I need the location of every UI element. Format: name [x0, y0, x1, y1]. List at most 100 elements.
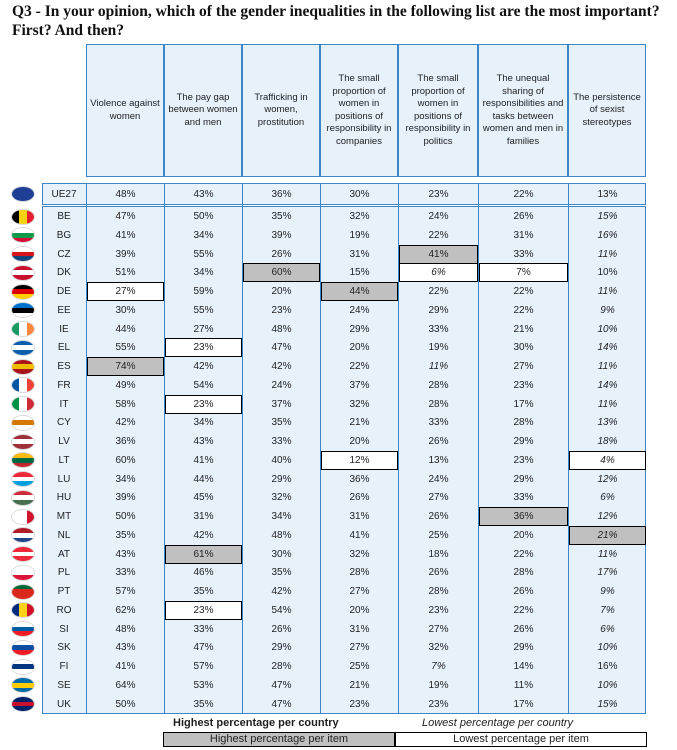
table-cell: 44%: [193, 473, 214, 485]
table-cell: 57%: [115, 586, 136, 597]
table-cell: 23%: [349, 698, 370, 710]
table-cell: 33%: [115, 567, 136, 579]
table-cell: 35%: [115, 529, 136, 541]
table-cell: 42%: [115, 417, 136, 429]
table-cell: 20%: [349, 604, 370, 616]
table-cell: 49%: [115, 379, 136, 391]
column-header-3: Trafficking in women, prostitution: [242, 44, 320, 177]
column-header-5: The small proportion of women in positio…: [398, 44, 478, 177]
table-cell: 27%: [428, 492, 449, 504]
flag-fr-icon: [12, 378, 34, 393]
table-cell: 41%: [193, 454, 214, 466]
table-cell: 22%: [349, 361, 370, 372]
country-code: LU: [57, 473, 71, 485]
table-cell: 17%: [513, 398, 534, 410]
table-cell: 33%: [428, 323, 449, 335]
flag-hu-icon: [12, 490, 34, 505]
table-cell: 25%: [349, 661, 370, 672]
table-cell: 35%: [271, 211, 292, 222]
table-cell: 11%: [597, 361, 618, 372]
table-cell: 39%: [271, 229, 292, 241]
table-cell: 7%: [600, 604, 615, 616]
table-cell: 41%: [115, 229, 136, 241]
table-cell: 30%: [349, 188, 370, 200]
table-cell: 22%: [428, 229, 449, 241]
table-cell: 6%: [399, 263, 478, 283]
column-divider: [164, 183, 165, 714]
flag-bg-icon: [12, 228, 34, 243]
table-cell: 50%: [115, 698, 136, 710]
table-cell: 55%: [115, 342, 136, 354]
flag-es-icon: [12, 359, 34, 374]
country-code: FI: [59, 661, 69, 672]
column-divider: [478, 183, 479, 714]
table-cell: 50%: [115, 511, 136, 522]
table-cell: 23%: [513, 379, 534, 391]
flag-ro-icon: [12, 603, 34, 618]
table-cell: 59%: [193, 286, 214, 297]
country-code: SK: [57, 642, 71, 654]
country-code: AT: [57, 548, 71, 560]
flag-mt-icon: [12, 509, 34, 524]
table-cell: 28%: [428, 398, 449, 410]
table-cell: 6%: [600, 623, 615, 635]
country-code: LV: [58, 436, 70, 447]
table-cell: 47%: [193, 642, 214, 654]
table-cell: 50%: [193, 211, 214, 222]
table-cell: 64%: [115, 679, 136, 691]
table-cell: 27%: [193, 323, 214, 335]
page-title: Q3 - In your opinion, which of the gende…: [12, 3, 660, 39]
country-code: RO: [56, 604, 72, 616]
table-cell: 20%: [349, 436, 370, 447]
table-cell: 21%: [569, 525, 646, 545]
table-cell: 18%: [428, 548, 449, 560]
table-cell: 41%: [349, 529, 370, 541]
table-cell: 54%: [193, 379, 214, 391]
table-cell: 26%: [349, 492, 370, 504]
flag-be-icon: [12, 209, 34, 224]
table-cell: 28%: [271, 661, 292, 672]
flag-lt-icon: [12, 453, 34, 468]
country-code: EL: [57, 342, 71, 354]
legend-lowest-item: Lowest percentage per item: [395, 732, 647, 747]
flag-el-icon: [12, 340, 34, 355]
table-cell: 16%: [597, 229, 618, 241]
table-cell: 17%: [513, 698, 534, 710]
table-cell: 51%: [115, 267, 136, 279]
table-cell: 7%: [479, 263, 568, 283]
table-cell: 26%: [513, 623, 534, 635]
table-cell: 24%: [428, 211, 449, 222]
table-cell: 43%: [115, 642, 136, 654]
table-cell: 31%: [349, 623, 370, 635]
table-cell: 27%: [87, 282, 164, 301]
table-cell: 17%: [597, 567, 618, 579]
table-cell: 22%: [513, 286, 534, 297]
country-code: DK: [57, 267, 71, 279]
flag-pl-icon: [12, 565, 34, 580]
table-cell: 48%: [115, 623, 136, 635]
table-cell: 41%: [399, 244, 478, 264]
table-cell: 32%: [271, 492, 292, 504]
table-cell: 24%: [271, 379, 292, 391]
table-cell: 28%: [428, 379, 449, 391]
table-cell: 43%: [115, 548, 136, 560]
table-cell: 47%: [271, 698, 292, 710]
column-divider: [320, 183, 321, 714]
table-cell: 34%: [115, 473, 136, 485]
table-cell: 43%: [193, 188, 214, 200]
table-cell: 48%: [271, 323, 292, 335]
table-cell: 26%: [513, 586, 534, 597]
flag-ue27-icon: [12, 187, 34, 201]
table-cell: 47%: [271, 342, 292, 354]
flag-ee-icon: [12, 303, 34, 318]
table-cell: 10%: [597, 323, 618, 335]
country-code: SI: [59, 623, 69, 635]
flag-sk-icon: [12, 640, 34, 655]
table-cell: 34%: [193, 267, 214, 279]
table-cell: 12%: [321, 450, 398, 470]
country-code: NL: [57, 529, 71, 541]
table-cell: 43%: [193, 436, 214, 447]
table-cell: 19%: [349, 229, 370, 241]
country-code: ES: [57, 361, 71, 372]
country-code: HU: [56, 492, 72, 504]
